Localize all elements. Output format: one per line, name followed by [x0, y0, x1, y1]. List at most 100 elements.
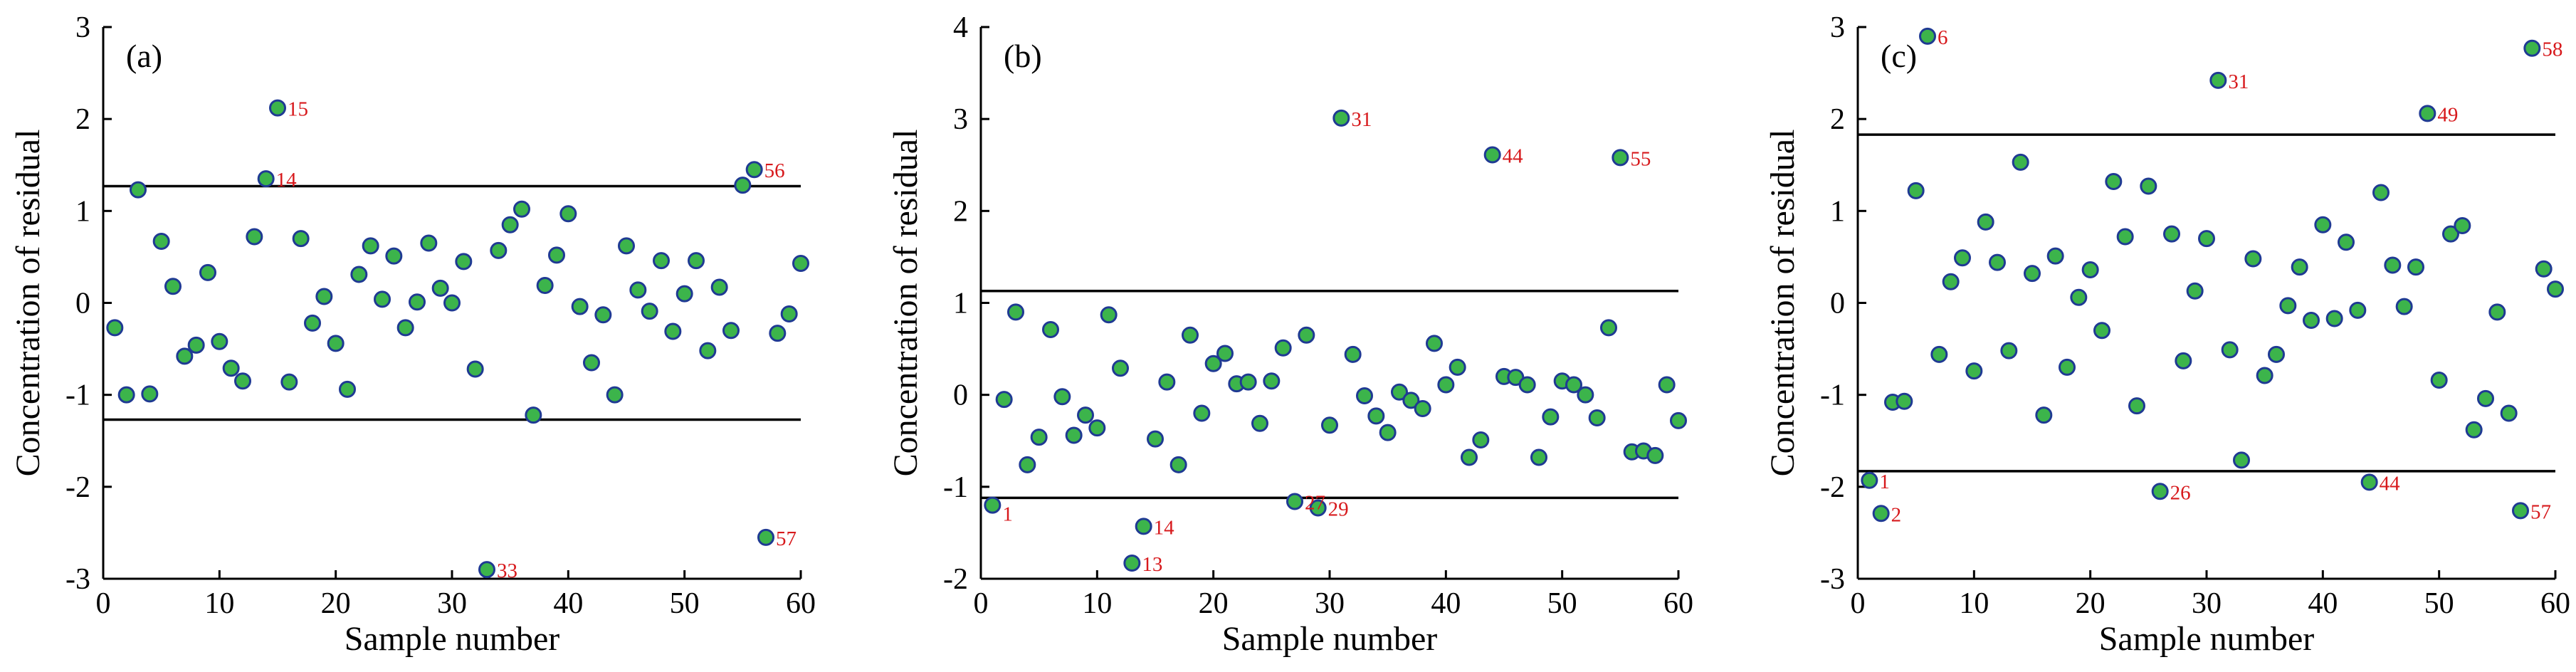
data-point — [1251, 414, 1268, 432]
outlier-label: 1 — [1879, 471, 1890, 493]
y-tick-label: -2 — [943, 563, 968, 596]
data-point — [583, 354, 600, 372]
data-point — [246, 228, 263, 246]
y-tick-label: 2 — [75, 103, 90, 136]
outlier-label: 14 — [276, 169, 298, 191]
outlier-label: 31 — [2228, 70, 2249, 93]
data-point — [466, 360, 484, 378]
data-point — [1530, 448, 1547, 466]
data-point — [339, 380, 356, 398]
y-tick-label: 3 — [953, 103, 968, 136]
data-point — [664, 322, 682, 340]
data-point — [1612, 149, 1629, 167]
data-point — [734, 177, 752, 194]
data-point — [699, 342, 717, 359]
data-point — [1437, 376, 1455, 394]
outlier-label: 31 — [1351, 108, 1372, 131]
x-tick-label: 30 — [2192, 587, 2222, 620]
data-point — [1030, 429, 1048, 446]
data-point — [1158, 373, 1176, 391]
y-tick-label: -3 — [65, 563, 90, 596]
x-tick-label: 40 — [2308, 587, 2338, 620]
x-tick-label: 50 — [670, 587, 700, 620]
outlier-label: 33 — [497, 560, 517, 582]
data-point — [2070, 288, 2088, 306]
data-point — [641, 303, 658, 320]
data-point — [2081, 261, 2099, 278]
outlier-label: 14 — [1154, 516, 1175, 539]
data-point — [1861, 471, 1878, 489]
y-tick-label: 0 — [75, 288, 90, 320]
data-point — [1298, 326, 1315, 344]
x-tick-label: 40 — [1431, 587, 1461, 620]
data-point — [315, 288, 333, 305]
data-point — [2547, 280, 2564, 298]
data-point — [211, 332, 228, 350]
x-axis-title: Sample number — [1222, 620, 1438, 658]
data-point — [2024, 265, 2041, 283]
data-point — [2395, 298, 2413, 315]
data-point — [1646, 446, 1664, 464]
y-tick-label: 3 — [75, 11, 90, 44]
data-point — [431, 279, 449, 297]
data-point — [2175, 352, 2192, 369]
panel-label: (a) — [126, 38, 162, 74]
data-point — [1600, 319, 1617, 337]
x-tick-label: 30 — [1315, 587, 1345, 620]
data-point — [2303, 312, 2320, 330]
outlier-label: 2 — [1891, 503, 1902, 526]
x-tick-label: 60 — [2540, 587, 2570, 620]
data-point — [1977, 213, 1994, 231]
data-point — [420, 234, 438, 252]
y-tick-label: -2 — [65, 471, 90, 504]
y-tick-label: 2 — [1830, 103, 1845, 136]
data-point — [2244, 250, 2262, 268]
data-point — [350, 266, 368, 283]
data-point — [2233, 451, 2250, 469]
data-point — [2093, 322, 2110, 340]
y-tick-label: -2 — [1820, 471, 1845, 504]
data-point — [1135, 518, 1152, 535]
data-point — [1042, 320, 1059, 338]
data-point — [1402, 392, 1420, 409]
outlier-label: 15 — [288, 98, 308, 121]
outlier-label: 44 — [1503, 145, 1524, 168]
data-point — [2198, 230, 2215, 248]
data-point — [374, 290, 391, 308]
y-tick-label: 1 — [953, 288, 968, 320]
data-point — [629, 281, 647, 299]
data-point — [769, 325, 787, 342]
data-point — [443, 294, 461, 312]
data-point — [1565, 376, 1582, 394]
data-point — [1518, 376, 1536, 394]
outlier-label: 57 — [776, 527, 797, 550]
outlier-label: 26 — [2170, 481, 2191, 504]
data-point — [653, 252, 670, 270]
data-point — [1414, 400, 1431, 418]
y-tick-label: 0 — [953, 379, 968, 412]
data-point — [536, 276, 554, 294]
data-point — [1332, 109, 1350, 127]
data-point — [1100, 306, 1118, 324]
data-point — [1216, 345, 1234, 362]
y-tick-label: 0 — [1830, 288, 1845, 320]
data-point — [1670, 411, 1687, 429]
data-point — [117, 386, 135, 404]
data-point — [1356, 387, 1373, 404]
outlier-label: 29 — [1328, 498, 1349, 521]
data-point — [2500, 404, 2518, 422]
y-tick-label: -1 — [1820, 379, 1845, 412]
data-point — [269, 99, 286, 117]
data-point — [1658, 376, 1676, 394]
data-point — [1182, 326, 1199, 344]
data-point — [2325, 310, 2343, 327]
outlier-label: 55 — [1630, 147, 1651, 170]
data-point — [1461, 448, 1478, 466]
data-point — [292, 230, 310, 248]
data-point — [2186, 282, 2204, 300]
data-point — [1483, 146, 1501, 164]
panel-label: (b) — [1004, 38, 1042, 74]
data-point — [280, 373, 298, 391]
